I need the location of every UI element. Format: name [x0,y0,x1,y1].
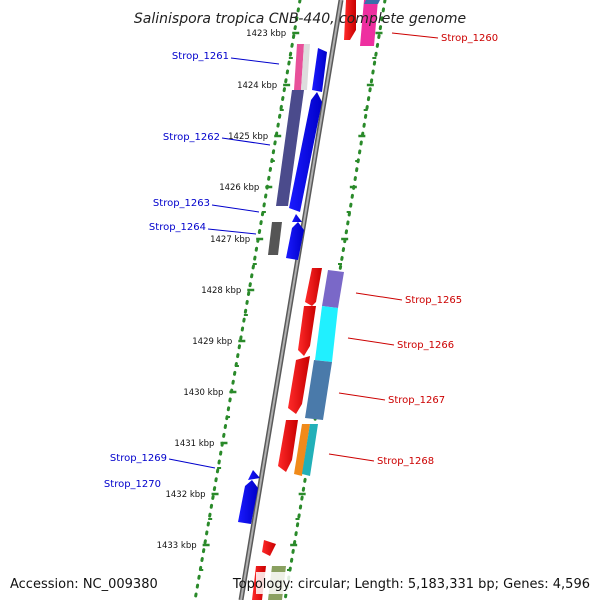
gene-arrow-1268[interactable] [278,420,298,472]
leader-line [211,204,260,213]
gene-label[interactable]: Strop_1267 [388,395,445,406]
scale-label: 1428 kbp [201,286,241,296]
forward-strand-genes[interactable] [252,0,356,600]
scale-label: 1425 kbp [228,132,268,142]
gene-label[interactable]: Strop_1261 [172,51,229,62]
scale-label: 1433 kbp [157,541,197,551]
ruler-lines [193,0,387,600]
reverse-strand-features [268,44,310,255]
gene-label[interactable]: Strop_1269 [110,453,167,464]
gene-label[interactable]: Strop_1266 [397,340,454,351]
gene-label[interactable]: Strop_1270 [104,479,161,490]
scale-label: 1427 kbp [210,235,250,245]
scale-label: 1424 kbp [237,81,277,91]
scale-label: 1432 kbp [165,490,205,500]
gene-label[interactable]: Strop_1262 [163,132,220,143]
gene-label[interactable]: Strop_1260 [441,33,498,44]
scale-label: 1426 kbp [219,183,259,193]
accession-label: Accession: NC_009380 [10,577,158,592]
leader-line [168,458,216,469]
gene-label[interactable]: Strop_1264 [149,222,206,233]
leader-line [230,57,280,65]
gene-arrow-1262[interactable] [289,92,322,212]
gene-label[interactable]: Strop_1263 [153,198,210,209]
gene-arrow-bottom-1[interactable] [262,540,276,556]
scale-label: 1430 kbp [183,388,223,398]
gene-arrow-1263[interactable] [292,214,302,222]
gene-arrow-1267[interactable] [288,356,310,414]
scale-label: 1423 kbp [246,29,286,39]
gene-label[interactable]: Strop_1265 [405,295,462,306]
leader-line [347,337,395,346]
gene-arrow-1260[interactable] [344,0,356,40]
ruler-line-right [283,0,387,600]
backbone [238,0,344,600]
leader-line [355,292,403,301]
footer-info-backdrop [256,572,592,594]
scale-label: 1431 kbp [174,439,214,449]
gene-arrow-1265[interactable] [305,268,322,306]
reverse-strand-genes [238,48,327,524]
leader-line [221,137,271,146]
gene-leader-lines [168,32,439,469]
forward-strand-features [268,0,380,600]
gene-labels: Strop_1260 Strop_1261 Strop_1262 Strop_1263… [104,33,498,490]
map-title: Salinispora tropica CNB-440, complete ge… [134,11,466,27]
scale-labels: 1423 kbp 1424 kbp 1425 kbp 1426 kbp 1427 kbp… [157,29,287,551]
gene-label[interactable]: Strop_1268 [377,456,434,467]
leader-line [328,453,375,462]
gene-arrow-1264[interactable] [286,222,304,260]
leader-line [338,392,386,401]
ruler-line-left [193,0,302,600]
gene-arrow-1266[interactable] [298,306,316,356]
topology-info: Topology: circular; Length: 5,183,331 bp… [232,577,590,592]
scale-label: 1429 kbp [192,337,232,347]
gene-arrow-1261[interactable] [312,48,327,92]
gene-arrow-1270[interactable] [238,480,258,524]
gene-arrow-1269[interactable] [248,470,260,480]
leader-line [207,228,257,235]
leader-line [391,32,439,39]
